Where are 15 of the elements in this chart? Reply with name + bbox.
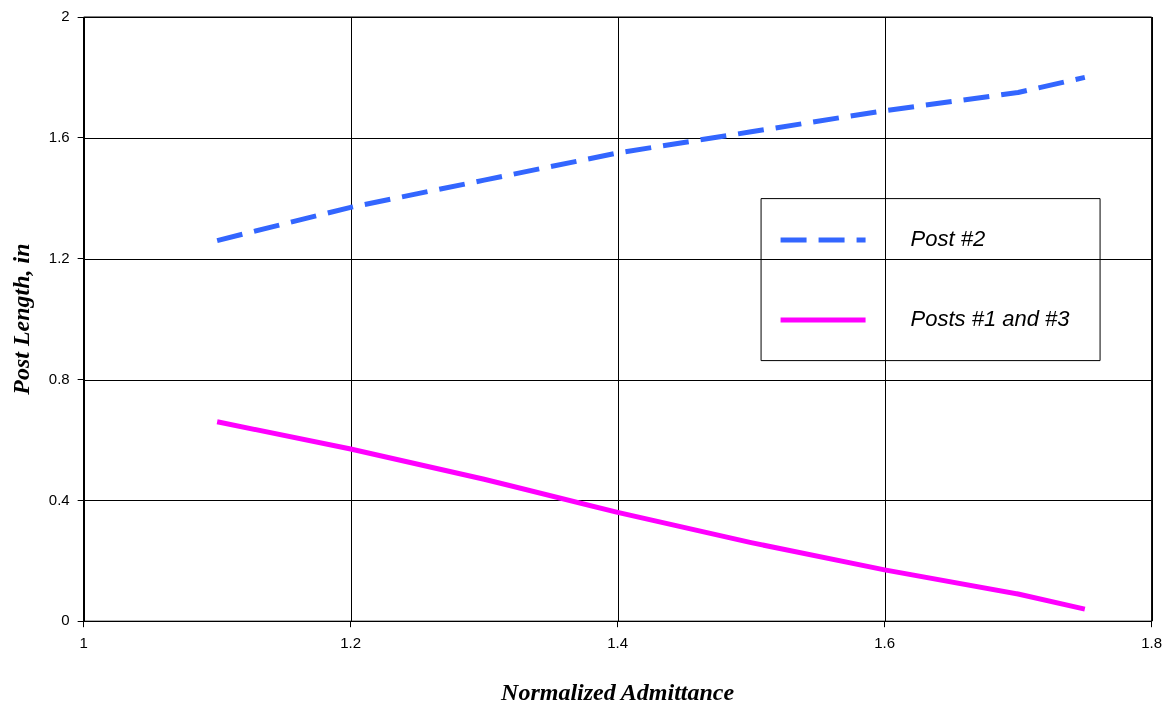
x-tick-label: 1.4 [607,634,629,652]
y-tick-label: 1.2 [48,248,70,266]
y-tick-label: 2 [61,7,70,25]
legend-label: Post #2 [910,226,986,252]
y-tick-label: 1.6 [48,127,70,145]
x-tick-label: 1 [79,634,88,652]
y-tick-label: 0.4 [48,490,70,508]
legend-label: Posts #1 and #3 [910,306,1071,332]
y-tick-label: 0 [61,611,70,629]
x-tick-label: 1.8 [1141,634,1162,652]
x-axis-title: Normalized Admittance [500,678,735,705]
x-tick-label: 1.2 [340,634,362,652]
y-axis-title: Post Length, in [7,243,34,396]
y-tick-label: 0.8 [48,369,70,387]
x-tick-label: 1.6 [874,634,896,652]
